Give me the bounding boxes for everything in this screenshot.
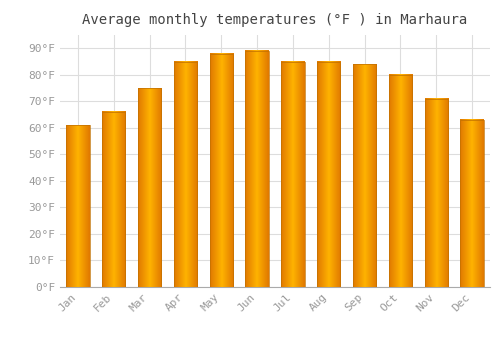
Bar bbox=[424, 99, 448, 287]
Bar bbox=[174, 62, 197, 287]
Bar bbox=[460, 120, 483, 287]
Bar bbox=[138, 88, 161, 287]
Bar bbox=[353, 64, 376, 287]
Bar bbox=[246, 51, 268, 287]
Bar bbox=[210, 54, 233, 287]
Bar bbox=[66, 125, 90, 287]
Bar bbox=[282, 62, 304, 287]
Title: Average monthly temperatures (°F ) in Marhaura: Average monthly temperatures (°F ) in Ma… bbox=[82, 13, 468, 27]
Bar bbox=[317, 62, 340, 287]
Bar bbox=[102, 112, 126, 287]
Bar bbox=[389, 75, 412, 287]
